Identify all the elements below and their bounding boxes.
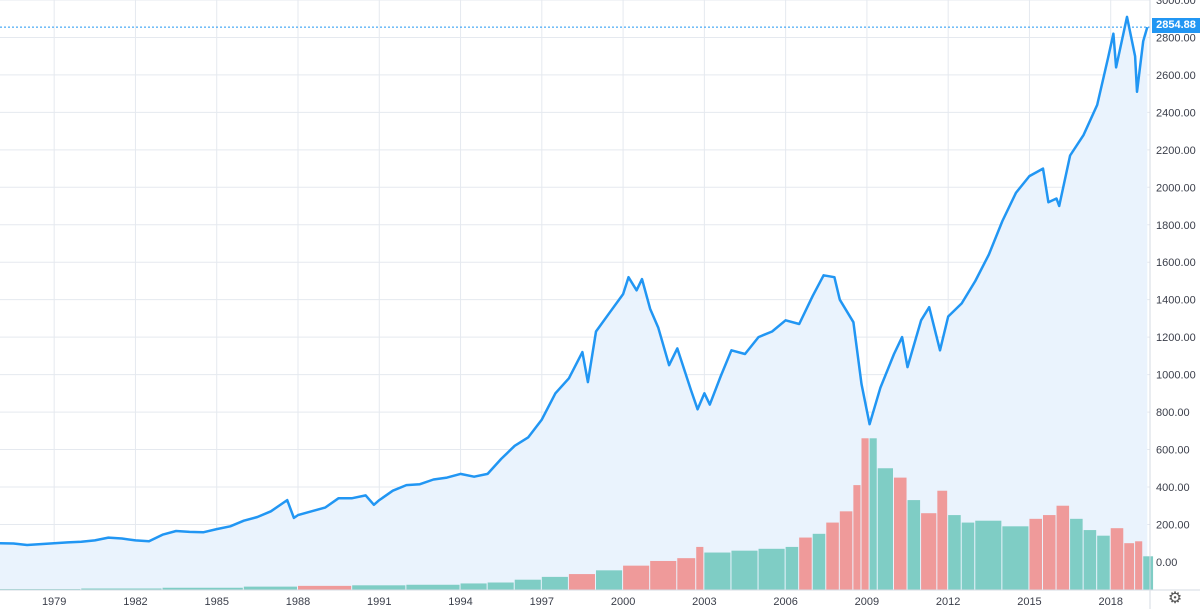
volume-bar [1083,530,1097,590]
volume-bar [81,588,162,590]
volume-bar [1056,505,1070,590]
volume-bar [514,579,541,590]
x-tick-label: 1982 [123,596,147,608]
y-tick-label: 2200.00 [1156,145,1196,157]
volume-bar [352,585,406,590]
volume-bar [568,574,595,590]
volume-bar [861,438,869,590]
volume-bar [1029,518,1042,590]
x-tick-label: 1985 [204,596,228,608]
x-tick-label: 2015 [1017,596,1041,608]
volume-bar [907,500,921,590]
volume-bar [677,558,696,590]
volume-bar [961,522,975,590]
x-tick-label: 2006 [773,596,797,608]
gear-icon[interactable]: ⚙ [1167,590,1183,607]
volume-bar [623,565,650,590]
y-tick-label: 400.00 [1156,482,1190,494]
x-tick-label: 1991 [367,596,391,608]
volume-bar [704,552,731,590]
y-tick-label: 1400.00 [1156,295,1196,307]
volume-bar [812,533,826,590]
volume-bar [799,537,812,590]
x-tick-label: 1994 [448,596,472,608]
price-area [0,16,1148,590]
volume-bar [460,583,487,590]
y-tick-label: 2400.00 [1156,107,1196,119]
volume-bar [541,576,568,590]
y-tick-label: 1800.00 [1156,220,1196,232]
volume-bar [937,490,948,590]
volume-bar [1002,526,1029,590]
x-tick-label: 1979 [42,596,66,608]
volume-bar [975,520,1002,590]
y-tick-label: 600.00 [1156,445,1190,457]
volume-bar [839,511,853,590]
y-tick-label: 1000.00 [1156,370,1196,382]
x-tick-label: 1997 [530,596,554,608]
x-tick-label: 2003 [692,596,716,608]
volume-bar [1097,535,1110,590]
volume-bar [785,546,799,590]
volume-bar [1110,528,1124,590]
volume-bar [877,468,893,590]
last-price-label: 2854.88 [1152,18,1200,33]
volume-bar [406,584,460,590]
volume-bar [696,546,704,590]
y-tick-label: 2000.00 [1156,182,1196,194]
volume-bar [921,513,937,590]
x-tick-label: 2012 [936,596,960,608]
volume-bar [948,515,961,590]
volume-bar [595,570,623,590]
volume-bar [650,560,677,590]
volume-bar [1042,515,1056,590]
volume-bar [297,585,352,590]
volume-bar [243,586,297,590]
price-line [0,15,1149,547]
y-tick-label: 1200.00 [1156,332,1196,344]
volume-bar [869,438,877,590]
volume-bar [758,548,785,590]
volume-bar [826,522,839,590]
volume-bar [1135,541,1143,590]
y-tick-label: 800.00 [1156,407,1190,419]
x-tick-label: 2009 [855,596,879,608]
volume-bar [1143,556,1154,590]
x-tick-label: 2018 [1098,596,1122,608]
volume-bar [162,587,243,590]
volume-bar [731,550,758,590]
volume-bar [487,582,514,590]
volume-bar [853,485,861,590]
volume-bar [1124,543,1135,590]
y-tick-label: 0.00 [1156,557,1177,569]
y-tick-label: 200.00 [1156,519,1190,531]
x-tick-label: 2000 [611,596,635,608]
x-tick-label: 1988 [286,596,310,608]
y-tick-label: 3000.00 [1156,0,1196,7]
volume-bar [1070,518,1083,590]
y-tick-label: 2800.00 [1156,32,1196,44]
y-tick-label: 2600.00 [1156,70,1196,82]
volume-bar [893,477,907,590]
y-tick-label: 1600.00 [1156,257,1196,269]
